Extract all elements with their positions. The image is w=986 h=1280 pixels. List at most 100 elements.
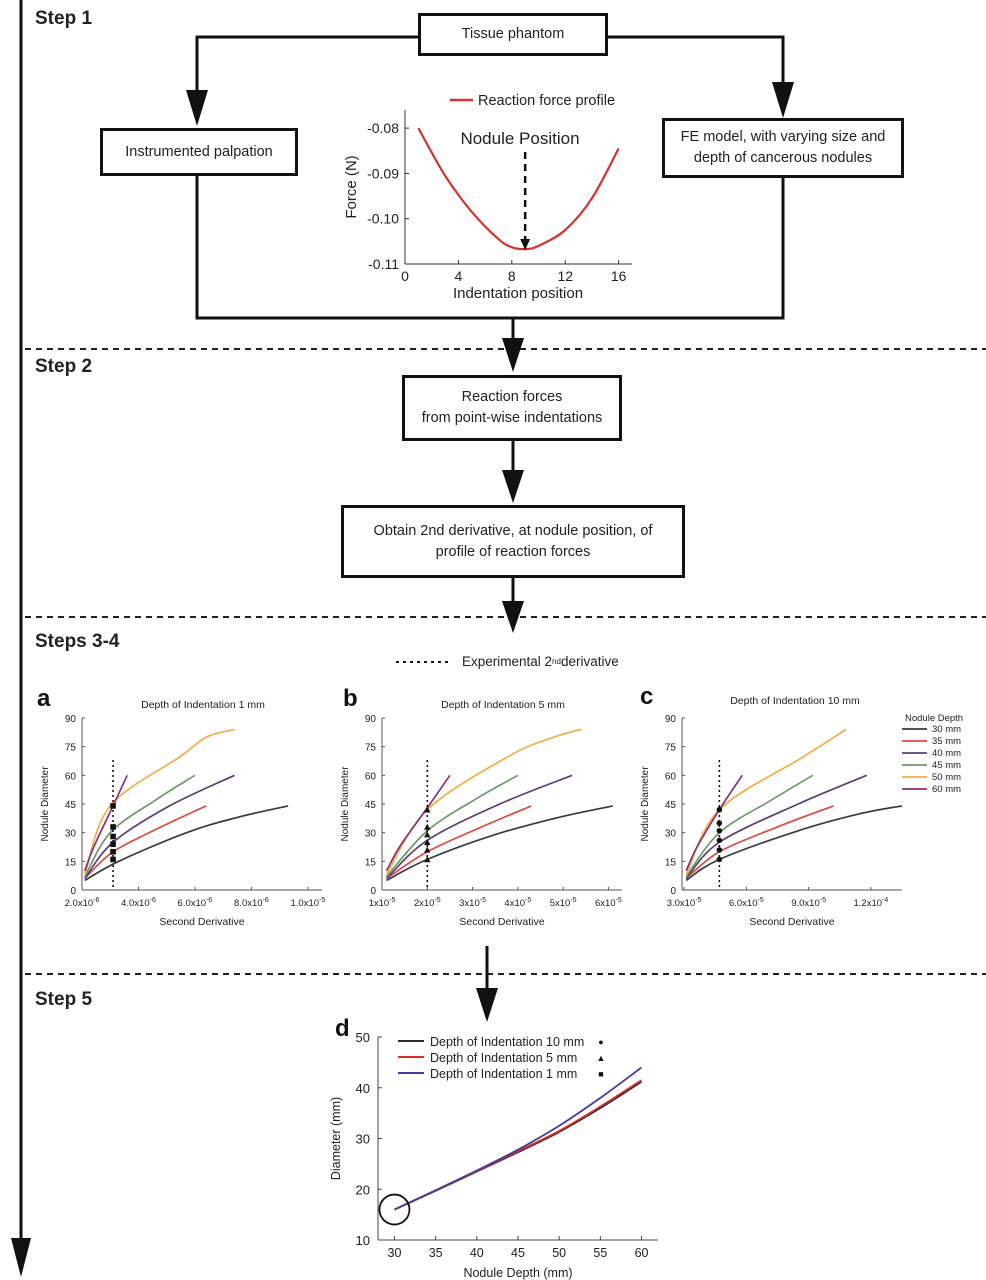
x-tick-exponent: -6 (93, 897, 99, 904)
chart-title: Depth of Indentation 5 mm (441, 699, 565, 711)
legend-item-label: 45 mm (932, 760, 961, 771)
legend-title: Nodule Depth (905, 713, 963, 724)
x-tick-label: 5x10-5 (550, 897, 577, 909)
fe-model-text-2: depth of cancerous nodules (693, 150, 873, 166)
x-tick-exponent: -5 (570, 897, 576, 904)
tissue-phantom-text: Tissue phantom (461, 26, 565, 42)
series-line (394, 1079, 642, 1211)
y-tick-label: 60 (65, 771, 77, 782)
legend-item-label: 30 mm (932, 724, 961, 735)
arrow-to-derivative (502, 470, 524, 503)
profile-x-tick-label: 12 (557, 268, 573, 284)
panel-letter-b: b (343, 685, 358, 712)
x-tick-exponent: -5 (319, 897, 325, 904)
x-tick-base: 5x10 (550, 898, 571, 909)
y-tick-label: 30 (356, 1132, 370, 1147)
panel-d-chart: 10 20 30 40 50 30 35 40 45 50 55 60 Nodule Depth (mm… (329, 1030, 658, 1280)
x-tick-base: 2.0x10 (65, 898, 94, 909)
x-tick-label: 4x10-5 (504, 897, 531, 909)
timeline-arrowhead (11, 1238, 31, 1277)
series-line-40-mm (84, 774, 235, 880)
x-tick-label: 1.0x10-5 (290, 897, 325, 909)
x-tick-label: 40 (470, 1246, 484, 1260)
triangle-marker (424, 806, 431, 813)
x-tick-base: 4.0x10 (121, 898, 150, 909)
reaction-force-profile-chart: -0.08 -0.09 -0.10 -0.110 4 8 12 16 Indentation p… (343, 93, 632, 302)
x-tick-label: 50 (552, 1246, 566, 1260)
legend-item-label: 60 mm (932, 784, 961, 795)
profile-x-tick-label: 0 (401, 268, 409, 284)
series-line (394, 1066, 643, 1211)
circle-marker (716, 806, 723, 813)
reaction-forces-box: Reaction forces from point-wise indentat… (402, 375, 622, 441)
circle-marker (716, 856, 723, 863)
chart-title: Depth of Indentation 10 mm (730, 695, 860, 707)
series-line-50-mm (685, 728, 847, 876)
derivative-box: Obtain 2nd derivative, at nodule positio… (341, 505, 685, 578)
square-marker (110, 856, 116, 863)
x-tick-base: 9.0x10 (791, 898, 820, 909)
x-tick-label: 8.0x10-6 (234, 897, 269, 909)
x-tick-exponent: -6 (206, 897, 212, 904)
legend-item-label: 40 mm (932, 748, 961, 759)
y-tick-label: 30 (665, 829, 677, 840)
series-line-45-mm (385, 774, 519, 878)
x-tick-base: 1.2x10 (853, 898, 882, 909)
square-marker (110, 841, 116, 847)
x-tick-label: 6.0x10-5 (729, 897, 764, 909)
x-tick-base: 4x10 (504, 898, 525, 909)
legend-marker: ▲ (597, 1053, 606, 1063)
series-line-30-mm (84, 805, 289, 882)
panel-c-chart: Depth of Indentation 10 mm 0 15 30 45 60 75 90 3… (640, 695, 963, 928)
experimental-dotted-line-sample (396, 660, 448, 663)
legend-label: Depth of Indentation 10 mm (430, 1035, 584, 1049)
circle-marker (716, 827, 723, 834)
series-line-35-mm (685, 805, 834, 880)
triangle-marker (424, 856, 431, 863)
series-line-60-mm (84, 774, 128, 872)
profile-y-axis-label: Force (N) (343, 155, 360, 218)
x-tick-label: 35 (429, 1246, 443, 1260)
step-1-label: Step 1 (35, 8, 93, 29)
x-axis-label: Second Derivative (159, 916, 244, 928)
y-tick-label: 0 (70, 886, 76, 897)
y-tick-label: 45 (665, 800, 677, 811)
palpation-box: Instrumented palpation (100, 128, 298, 176)
fe-model-box: FE model, with varying size and depth of… (662, 118, 904, 178)
series-line-50-mm (84, 728, 235, 875)
arrow-to-step-5 (476, 988, 498, 1022)
x-tick-base: 2x10 (414, 898, 435, 909)
panel-letter-d: d (335, 1015, 350, 1042)
y-tick-label: 50 (356, 1030, 370, 1045)
experimental-legend-suffix: derivative (560, 654, 619, 669)
step-2-label: Step 2 (35, 356, 93, 377)
x-axis-label: Second Derivative (749, 916, 834, 928)
y-tick-label: 0 (670, 886, 676, 897)
step-5-label: Step 5 (35, 989, 93, 1010)
x-tick-exponent: -5 (616, 897, 622, 904)
panel-b-chart: Depth of Indentation 5 mm 0 15 30 45 60 75 90 1x… (340, 699, 622, 928)
y-axis-label: Nodule Diameter (640, 766, 651, 842)
x-tick-base: 6.0x10 (178, 898, 207, 909)
x-tick-label: 30 (388, 1246, 402, 1260)
profile-x-tick-label: 16 (611, 268, 627, 284)
x-tick-label: 4.0x10-6 (121, 897, 156, 909)
legend-item-label: 50 mm (932, 772, 961, 783)
tissue-phantom-box: Tissue phantom (418, 13, 608, 56)
start-point-circle (378, 1193, 411, 1226)
x-tick-exponent: -5 (820, 897, 826, 904)
arrow-to-steps-3-4 (502, 601, 524, 633)
triangle-marker (424, 831, 431, 838)
panel-letter-a: a (37, 685, 51, 712)
square-marker (110, 848, 116, 855)
y-tick-label: 30 (65, 829, 77, 840)
series-line (394, 1080, 642, 1211)
y-tick-label: 0 (370, 886, 376, 897)
y-tick-label: 15 (665, 857, 677, 868)
panel-a-chart: Depth of Indentation 1 mm 0 15 30 45 60 75 90 2.… (40, 699, 325, 928)
x-tick-label: 60 (635, 1246, 649, 1260)
y-tick-label: 75 (665, 743, 677, 754)
